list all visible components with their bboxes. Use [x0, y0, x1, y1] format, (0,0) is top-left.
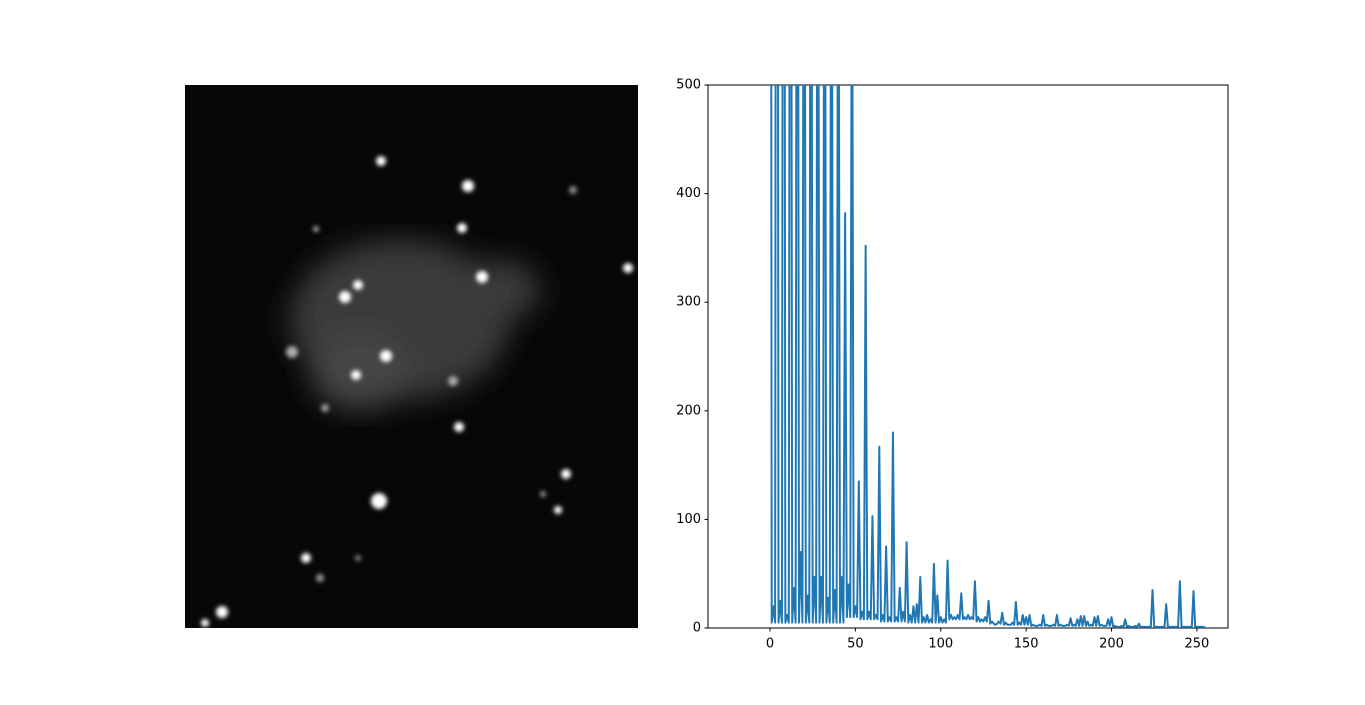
y-tick-label: 0 — [693, 621, 701, 636]
y-tick-label: 300 — [676, 295, 701, 310]
y-tick-label: 200 — [676, 403, 701, 418]
x-tick-label: 50 — [847, 637, 864, 652]
y-tick-label: 500 — [676, 78, 701, 93]
image-panel — [185, 85, 638, 628]
x-tick-label: 0 — [766, 637, 774, 652]
x-tick-label: 250 — [1185, 637, 1210, 652]
y-tick-label: 400 — [676, 186, 701, 201]
image-glow — [290, 240, 540, 410]
x-tick-label: 150 — [1014, 637, 1039, 652]
x-tick-label: 100 — [928, 637, 953, 652]
axes-frame — [707, 84, 1229, 629]
line-series — [770, 85, 1206, 628]
y-tick-label: 100 — [676, 512, 701, 527]
image-spots — [201, 156, 633, 627]
x-tick-label: 200 — [1099, 637, 1124, 652]
